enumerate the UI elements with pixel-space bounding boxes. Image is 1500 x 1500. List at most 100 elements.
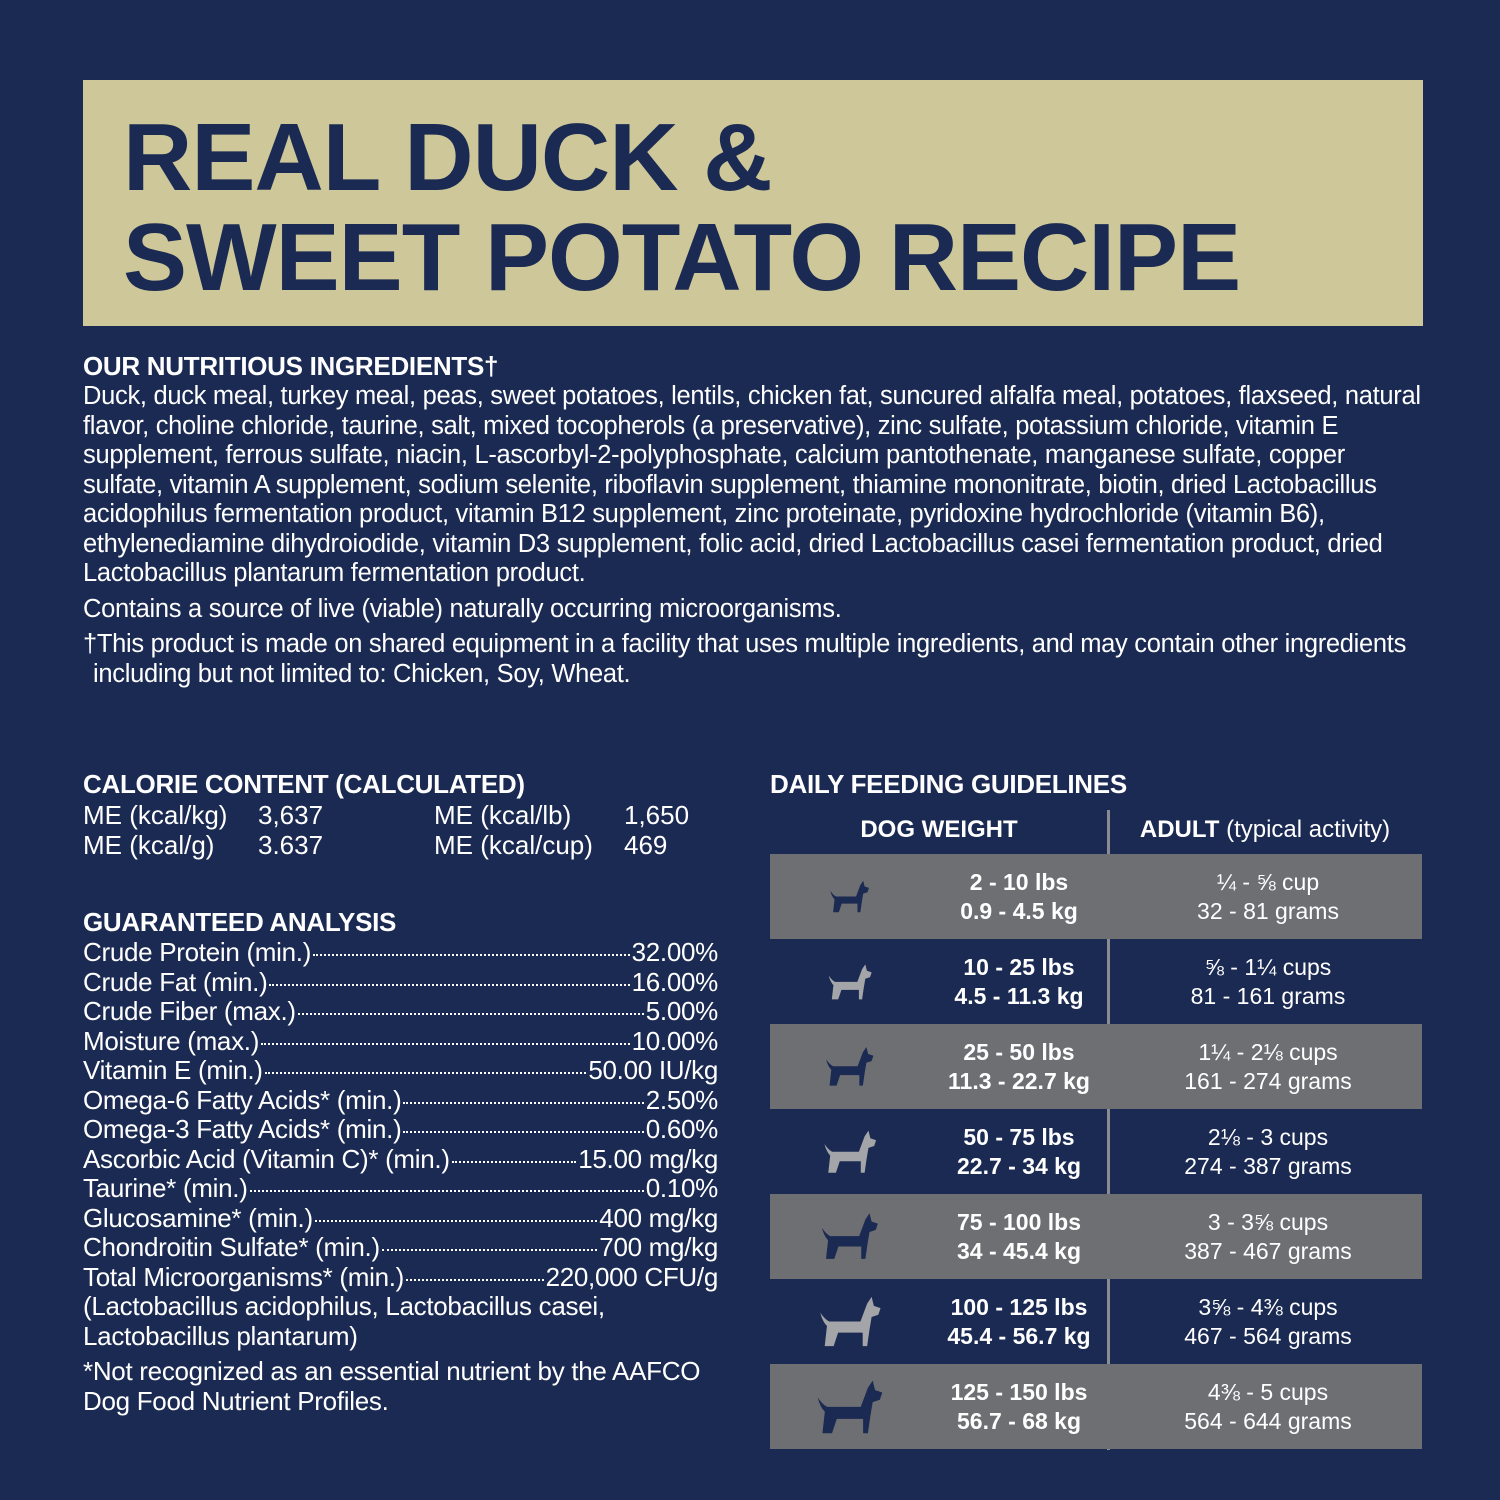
calorie-label: ME (kcal/lb)	[434, 800, 572, 830]
feeding-row: 100 - 125 lbs 45.4 - 56.7 kg 3⅝ - 4⅜ cups…	[770, 1279, 1422, 1364]
feeding-row: 10 - 25 lbs 4.5 - 11.3 kg ⅝ - 1¼ cups 81 -…	[770, 939, 1422, 1024]
nutrient-value: 50.00 IU/kg	[588, 1055, 718, 1085]
ingredients-heading: OUR NUTRITIOUS INGREDIENTS†	[83, 351, 499, 381]
calorie-label: ME (kcal/g)	[83, 830, 215, 860]
amount-cups: ¼ - ⅝ cup	[1216, 868, 1320, 895]
nutrient-label: Omega-6 Fatty Acids* (min.)	[83, 1084, 402, 1115]
dot-leader	[403, 1101, 644, 1104]
nutrient-value: 400 mg/kg	[599, 1202, 718, 1233]
weight-kg: 22.7 - 34 kg	[956, 1152, 1082, 1179]
dog-weight-cell: 75 - 100 lbs 34 - 45.4 kg	[930, 1208, 1108, 1266]
nutrient-label: Omega-3 Fatty Acids* (min.)	[83, 1114, 402, 1144]
analysis-row: Crude Fat (min.) 16.00%	[83, 966, 719, 998]
strains-list: (Lactobacillus acidophilus, Lactobacillu…	[83, 1291, 605, 1351]
analysis-row: Total Microorganisms* (min.) 220,000 CFU/…	[83, 1261, 718, 1293]
amount-cups: 3 - 3⅝ cups	[1207, 1208, 1329, 1235]
labrador-icon	[770, 1279, 930, 1364]
activity-label: (typical activity)	[1219, 816, 1391, 843]
amount-grams: 564 - 644 grams	[1184, 1407, 1352, 1434]
weight-kg: 0.9 - 4.5 kg	[960, 897, 1078, 924]
adult-amount-cell: 1¼ - 2⅛ cups 161 - 274 grams	[1108, 1038, 1422, 1096]
title-line-2: SWEET POTATO RECIPE	[123, 204, 1241, 311]
terrier-icon	[770, 1109, 930, 1194]
weight-kg: 45.4 - 56.7 kg	[947, 1322, 1091, 1349]
amount-cups: 4⅜ - 5 cups	[1207, 1378, 1329, 1405]
adult-amount-cell: 3⅝ - 4⅜ cups 467 - 564 grams	[1108, 1293, 1422, 1351]
weight-lbs: 10 - 25 lbs	[963, 953, 1075, 980]
dot-leader	[269, 983, 630, 986]
nutrient-label: Vitamin E (min.)	[83, 1055, 263, 1085]
amount-grams: 161 - 274 grams	[1184, 1067, 1352, 1094]
dog-weight-cell: 25 - 50 lbs 11.3 - 22.7 kg	[930, 1038, 1108, 1096]
ingredients-section: OUR NUTRITIOUS INGREDIENTS† Duck, duck m…	[83, 350, 1428, 689]
analysis-row: Moisture (max.) 10.00%	[83, 1025, 719, 1057]
feeding-row: 50 - 75 lbs 22.7 - 34 kg 2⅛ - 3 cups 274 -…	[770, 1109, 1422, 1194]
nutrient-label: Crude Protein (min.)	[83, 937, 312, 967]
adult-amount-cell: 3 - 3⅝ cups 387 - 467 grams	[1108, 1208, 1422, 1266]
nutrient-label: Total Microorganisms* (min.)	[83, 1261, 405, 1292]
nutrient-label: Crude Fat (min.)	[83, 966, 268, 997]
weight-kg: 34 - 45.4 kg	[956, 1237, 1082, 1264]
microorganisms-note: Contains a source of live (viable) natur…	[83, 594, 842, 623]
aafco-note: *Not recognized as an essential nutrient…	[83, 1356, 701, 1416]
weight-kg: 4.5 - 11.3 kg	[954, 982, 1084, 1009]
amount-cups: 2⅛ - 3 cups	[1207, 1123, 1329, 1150]
calorie-label: ME (kcal/kg)	[83, 800, 228, 830]
title-banner: REAL DUCK & SWEET POTATO RECIPE	[83, 80, 1423, 326]
weight-kg: 11.3 - 22.7 kg	[948, 1067, 1090, 1094]
amount-grams: 387 - 467 grams	[1184, 1237, 1352, 1264]
dot-leader	[261, 1042, 630, 1045]
weight-lbs: 100 - 125 lbs	[950, 1293, 1088, 1320]
nutrient-value: 700 mg/kg	[599, 1232, 718, 1262]
nutrient-label: Chondroitin Sulfate* (min.)	[83, 1232, 380, 1262]
calorie-value: 1,650	[624, 800, 690, 830]
feeding-guidelines: DAILY FEEDING GUIDELINES DOG WEIGHT ADUL…	[770, 768, 1422, 1450]
dot-leader	[264, 1072, 587, 1074]
weight-lbs: 25 - 50 lbs	[963, 1038, 1075, 1065]
dot-leader	[451, 1160, 577, 1163]
spitz-icon	[770, 1024, 930, 1109]
calorie-heading: CALORIE CONTENT (CALCULATED)	[83, 769, 525, 799]
calorie-label: ME (kcal/cup)	[434, 830, 593, 860]
title-line-1: REAL DUCK &	[123, 104, 773, 211]
adult-amount-cell: ⅝ - 1¼ cups 81 - 161 grams	[1108, 953, 1422, 1011]
analysis-row: Omega-3 Fatty Acids* (min.) 0.60%	[83, 1114, 719, 1145]
calorie-content: CALORIE CONTENT (CALCULATED) ME (kcal/kg…	[83, 768, 723, 860]
adult-header: ADULT (typical activity)	[1108, 816, 1422, 844]
calorie-value: 3.637	[258, 830, 324, 860]
dot-leader	[313, 954, 630, 956]
newfoundland-icon	[770, 1364, 930, 1449]
nutrient-value: 10.00%	[631, 1025, 719, 1056]
dog-weight-cell: 10 - 25 lbs 4.5 - 11.3 kg	[930, 953, 1108, 1011]
analysis-row: Vitamin E (min.) 50.00 IU/kg	[83, 1055, 718, 1086]
nutrient-value: 0.60%	[645, 1114, 719, 1144]
dog-weight-cell: 125 - 150 lbs 56.7 - 68 kg	[930, 1378, 1108, 1436]
dot-leader	[249, 1190, 644, 1192]
amount-grams: 32 - 81 grams	[1197, 897, 1339, 924]
dot-leader	[297, 1013, 644, 1015]
amount-cups: ⅝ - 1¼ cups	[1204, 953, 1332, 980]
analysis-row: Taurine* (min.) 0.10%	[83, 1173, 718, 1204]
dog-weight-cell: 100 - 125 lbs 45.4 - 56.7 kg	[930, 1293, 1108, 1351]
weight-lbs: 125 - 150 lbs	[950, 1378, 1088, 1405]
amount-grams: 274 - 387 grams	[1184, 1152, 1352, 1179]
amount-cups: 1¼ - 2⅛ cups	[1198, 1038, 1338, 1065]
nutrient-label: Ascorbic Acid (Vitamin C)* (min.)	[83, 1143, 450, 1174]
chihuahua-icon	[770, 854, 930, 939]
weight-lbs: 2 - 10 lbs	[969, 868, 1069, 895]
adult-amount-cell: 4⅜ - 5 cups 564 - 644 grams	[1108, 1378, 1422, 1436]
amount-cups: 3⅝ - 4⅜ cups	[1198, 1293, 1338, 1320]
allergen-footnote: †This product is made on shared equipmen…	[83, 630, 1407, 688]
adult-amount-cell: 2⅛ - 3 cups 274 - 387 grams	[1108, 1123, 1422, 1181]
dog-weight-cell: 2 - 10 lbs 0.9 - 4.5 kg	[930, 868, 1108, 926]
adult-label: ADULT	[1139, 816, 1220, 843]
nutrient-label: Taurine* (min.)	[83, 1173, 248, 1203]
column-divider	[1107, 810, 1110, 1450]
amount-grams: 81 - 161 grams	[1190, 982, 1346, 1009]
analysis-row: Crude Fiber (max.) 5.00%	[83, 996, 718, 1027]
feeding-header-row: DOG WEIGHT ADULT (typical activity)	[770, 806, 1422, 854]
dot-leader	[381, 1249, 598, 1251]
nutrient-value: 16.00%	[631, 966, 719, 997]
nutrient-label: Moisture (max.)	[83, 1025, 260, 1056]
bulldog-icon	[770, 939, 930, 1024]
